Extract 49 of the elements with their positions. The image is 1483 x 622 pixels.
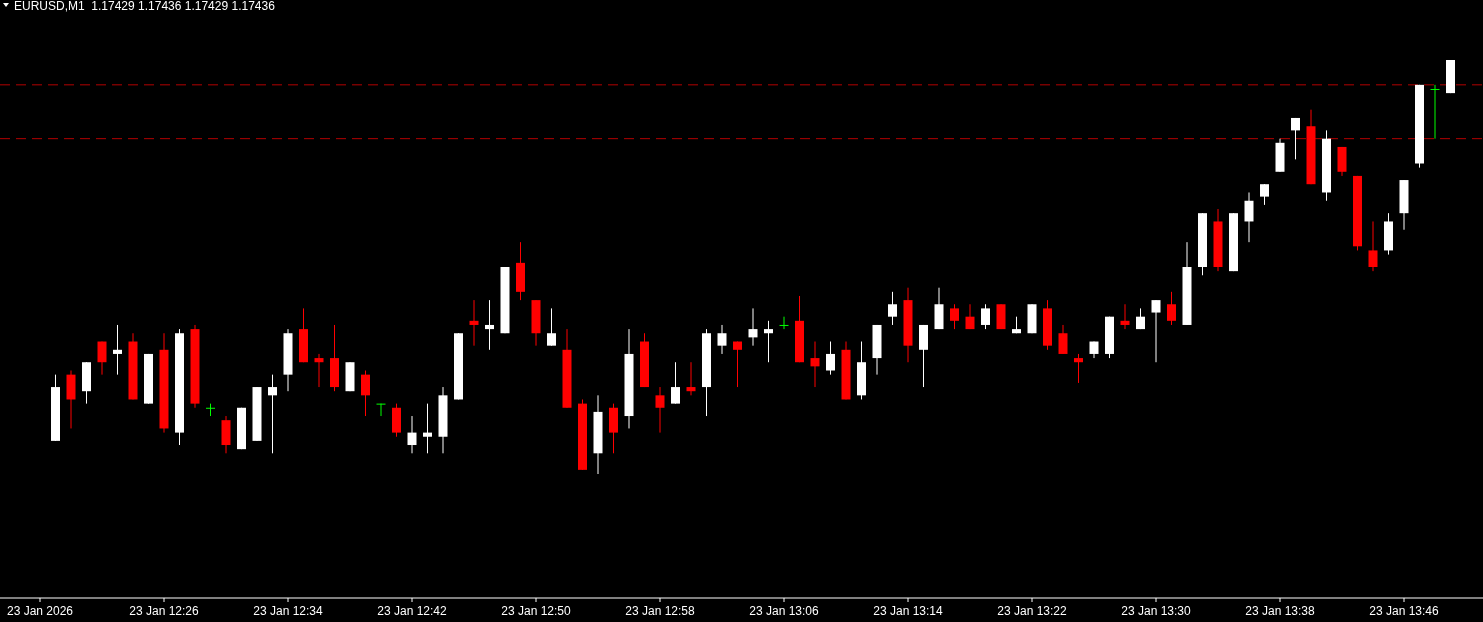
candlestick bbox=[764, 320, 773, 363]
candlestick bbox=[748, 307, 758, 347]
candlestick bbox=[206, 403, 215, 417]
x-tick-label: 23 Jan 12:50 bbox=[501, 604, 572, 618]
candlestick bbox=[376, 403, 386, 417]
candlestick bbox=[423, 403, 432, 454]
candlestick bbox=[1260, 183, 1269, 206]
candlestick bbox=[733, 341, 742, 388]
candlestick bbox=[686, 361, 696, 396]
candlestick bbox=[1368, 220, 1378, 272]
x-tick-label: 23 Jan 13:46 bbox=[1369, 604, 1440, 618]
candlestick bbox=[779, 316, 789, 330]
x-tick-label: 23 Jan 12:58 bbox=[625, 604, 696, 618]
candlestick bbox=[268, 374, 277, 454]
candlestick bbox=[981, 303, 990, 330]
candlestick bbox=[1167, 291, 1176, 326]
x-tick-label: 23 Jan 13:14 bbox=[873, 604, 944, 618]
candlestick bbox=[717, 324, 727, 355]
candlestick bbox=[485, 299, 494, 351]
x-tick-label: 23 Jan 13:30 bbox=[1121, 604, 1192, 618]
x-tick-label: 23 Jan 12:42 bbox=[377, 604, 448, 618]
candlestick bbox=[826, 341, 835, 376]
candlestick bbox=[950, 303, 959, 330]
candlestick bbox=[1058, 324, 1068, 355]
candlestick bbox=[469, 299, 479, 347]
candlestick bbox=[671, 361, 680, 405]
candlestick bbox=[361, 370, 370, 417]
x-tick-label: 23 Jan 12:34 bbox=[253, 604, 324, 618]
candlestick bbox=[113, 324, 122, 376]
candlestick bbox=[97, 341, 107, 376]
candlestick bbox=[1430, 84, 1440, 140]
x-tick-label: 23 Jan 2026 bbox=[6, 604, 74, 618]
candlestick bbox=[547, 307, 556, 347]
candlestick bbox=[314, 353, 324, 388]
candlestick bbox=[407, 415, 417, 454]
x-tick-label: 23 Jan 13:22 bbox=[997, 604, 1068, 618]
x-tick-label: 23 Jan 13:06 bbox=[749, 604, 820, 618]
candlestick bbox=[1151, 299, 1161, 363]
candlestick bbox=[1291, 117, 1300, 160]
candlestick bbox=[1074, 353, 1083, 384]
candlestick bbox=[965, 303, 975, 330]
candlestick bbox=[1244, 191, 1254, 243]
candlestick bbox=[1120, 303, 1130, 330]
x-tick-label: 23 Jan 13:38 bbox=[1245, 604, 1316, 618]
candlestick bbox=[810, 341, 820, 388]
chart-title: EURUSD,M1 1.17429 1.17436 1.17429 1.17436 bbox=[14, 0, 276, 13]
candlestick bbox=[655, 386, 665, 434]
x-tick-label: 23 Jan 12:26 bbox=[129, 604, 200, 618]
candlestick bbox=[888, 291, 897, 326]
